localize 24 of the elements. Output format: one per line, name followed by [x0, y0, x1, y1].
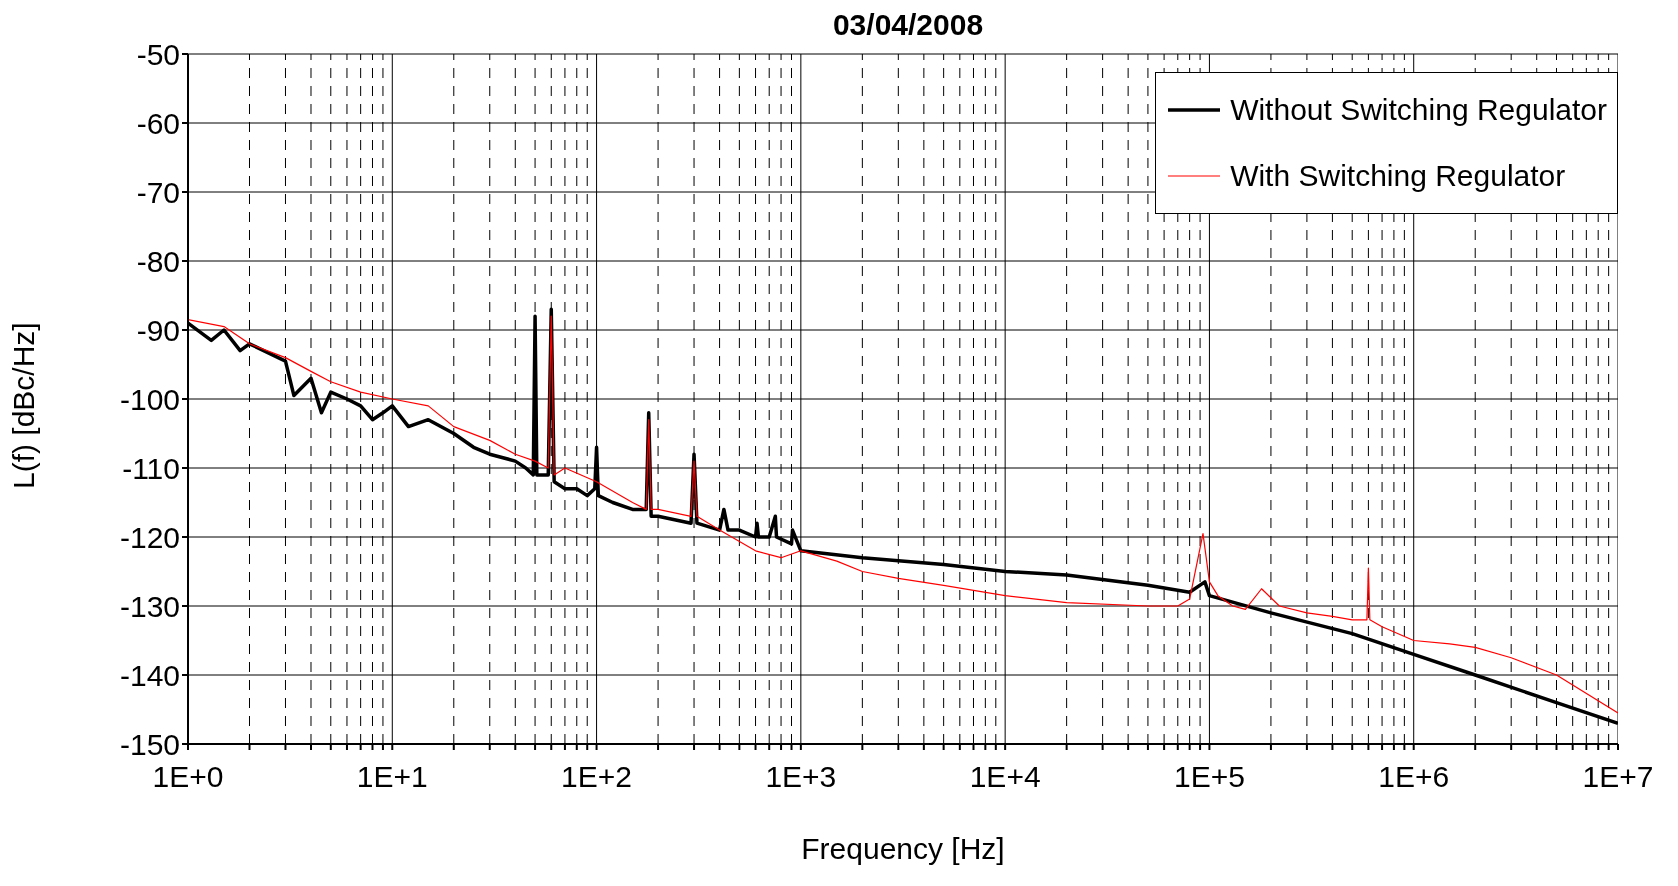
x-tick-label: 1E+6 — [1378, 760, 1450, 794]
x-tick-label: 1E+5 — [1173, 760, 1245, 794]
x-tick-label: 1E+1 — [356, 760, 428, 794]
y-axis-title: L(f) [dBc/Hz] — [6, 322, 40, 489]
x-tick-label: 1E+2 — [561, 760, 633, 794]
y-tick-label: -80 — [136, 244, 180, 278]
y-tick-label: -120 — [119, 520, 180, 554]
x-tick-label: 1E+4 — [969, 760, 1041, 794]
y-tick-label: -150 — [119, 727, 180, 761]
y-tick-label: -140 — [119, 658, 180, 692]
x-tick-label: 1E+0 — [152, 760, 224, 794]
y-tick-label: -70 — [136, 175, 180, 209]
y-tick-label: -90 — [136, 313, 180, 347]
x-tick-label: 1E+3 — [765, 760, 837, 794]
legend-label: Without Switching Regulator — [1230, 92, 1607, 128]
legend-label: With Switching Regulator — [1230, 158, 1566, 194]
y-tick-label: -60 — [136, 106, 180, 140]
x-tick-label: 1E+7 — [1582, 760, 1654, 794]
y-tick-label: -50 — [136, 37, 180, 71]
x-axis-title: Frequency [Hz] — [801, 832, 1005, 865]
y-tick-label: -110 — [122, 451, 180, 485]
y-tick-label: -100 — [119, 382, 180, 416]
y-tick-label: -130 — [119, 589, 180, 623]
chart-title: 03/04/2008 — [831, 8, 985, 43]
